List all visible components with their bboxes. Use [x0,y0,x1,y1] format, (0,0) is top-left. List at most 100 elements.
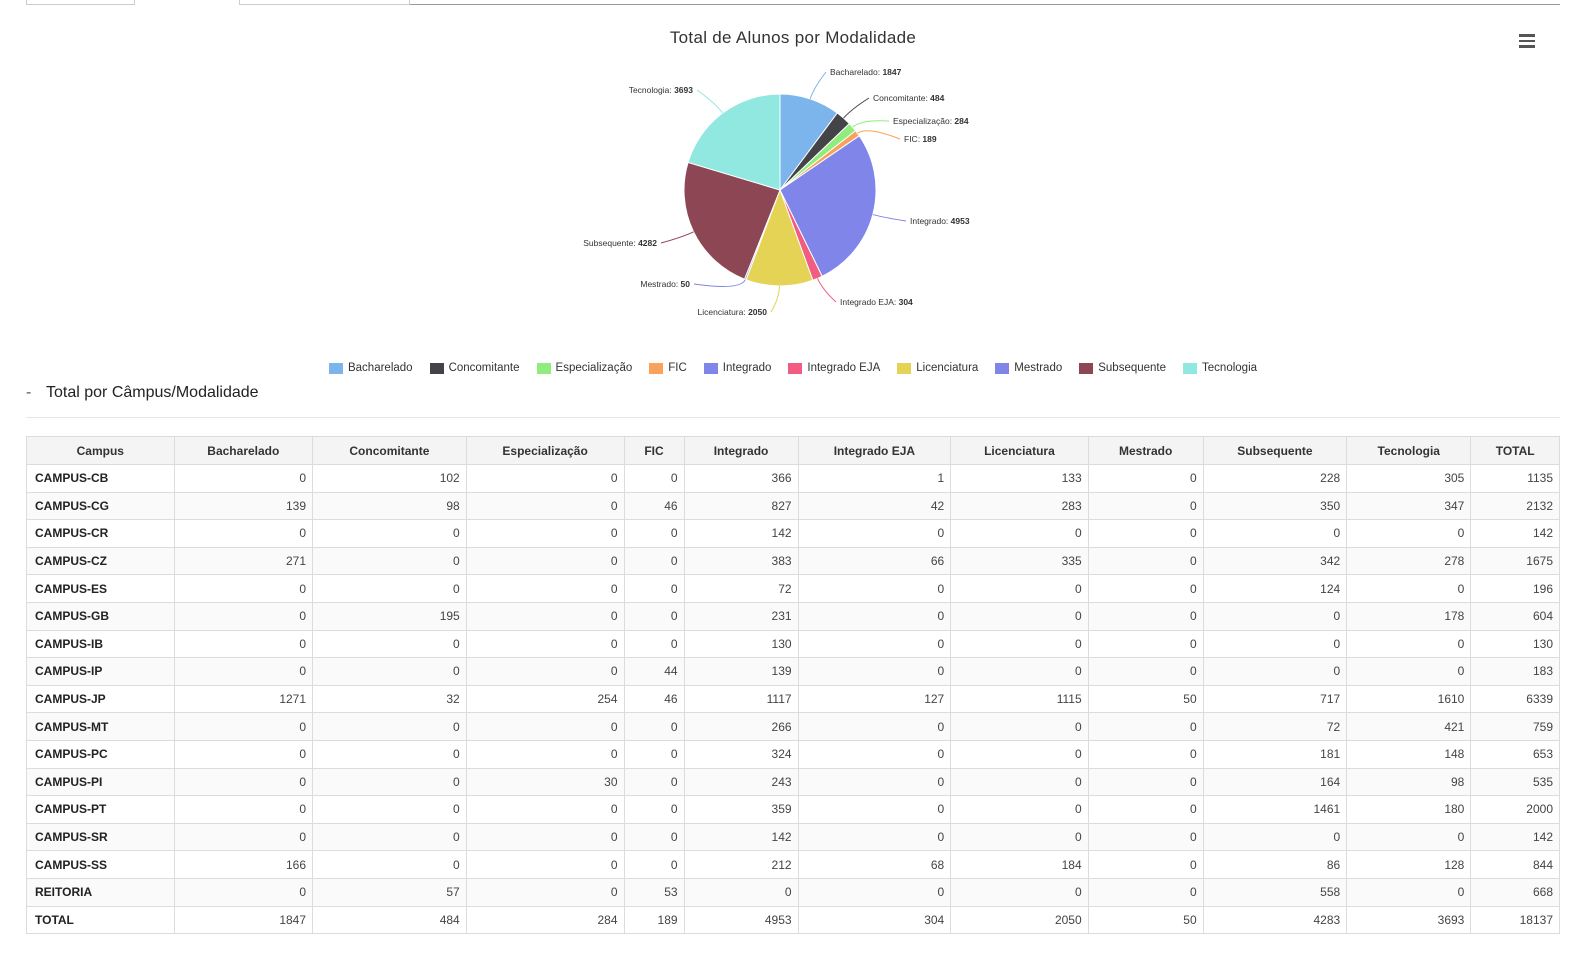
campus-cell: CAMPUS-SS [26,850,175,879]
column-header[interactable]: Campus [26,436,175,465]
column-header[interactable]: TOTAL [1470,436,1560,465]
data-label-connector [660,231,694,244]
value-cell: 342 [1202,546,1348,576]
value-cell: 0 [465,822,625,852]
legend-item[interactable]: Tecnologia [1183,362,1257,374]
legend-label: Mestrado [1014,362,1063,374]
value-cell: 366 [683,464,799,493]
value-cell: 139 [683,657,799,686]
column-header[interactable]: FIC [623,436,685,465]
legend-item[interactable]: Integrado [703,362,772,374]
collapse-toggle[interactable]: - [26,384,32,401]
value-cell: 0 [312,822,467,852]
value-cell: 0 [1202,822,1348,852]
value-cell: 44 [623,657,685,686]
legend-item[interactable]: FIC [649,362,687,374]
value-cell: 0 [623,739,685,769]
value-cell: 0 [1087,601,1204,631]
value-cell: 0 [797,795,952,824]
column-header[interactable]: Concomitante [312,436,467,465]
value-cell: 0 [465,491,625,521]
value-cell: 0 [465,739,625,769]
column-header[interactable]: Especialização [465,436,625,465]
legend-item[interactable]: Licenciatura [897,362,978,374]
legend-swatch [703,362,718,374]
value-cell: 0 [1087,657,1204,686]
value-cell: 0 [797,601,952,631]
value-cell: 0 [1202,519,1348,548]
pie-slice-integrado[interactable] [779,135,877,277]
value-cell: 196 [1470,574,1560,603]
value-cell: 53 [623,877,685,907]
hamburger-menu-icon[interactable] [1519,34,1537,48]
value-cell: 359 [683,795,799,824]
value-cell: 0 [173,795,314,824]
value-cell: 284 [465,905,625,935]
data-label: Tecnologia: 3693 [629,85,694,95]
value-cell: 130 [683,629,799,659]
value-cell: 0 [1087,822,1204,852]
tab-third[interactable] [239,0,410,5]
value-cell: 0 [1087,795,1204,824]
legend-label: Integrado [722,362,772,374]
value-cell: 50 [1087,684,1204,714]
tab-first[interactable] [26,0,135,5]
legend-item[interactable]: Bacharelado [328,362,413,374]
pie-slice-licenciatura[interactable] [745,188,814,287]
value-cell: 228 [1202,464,1348,493]
value-cell: 0 [312,795,467,824]
legend-item[interactable]: Especialização [536,362,633,374]
table-row: CAMPUS-CZ 271 0 0 0 383 66 335 0 342 278 1675 [26,546,1560,576]
legend-item[interactable]: Integrado EJA [788,362,880,374]
table-row: CAMPUS-MT 0 0 0 0 266 0 0 0 72 421 759 [26,712,1560,741]
legend-label: Subsequente [1098,362,1167,374]
legend-item[interactable]: Concomitante [429,362,520,374]
value-cell: 0 [797,712,952,741]
column-header[interactable]: Bacharelado [173,436,314,465]
legend-label: Tecnologia [1202,362,1258,374]
value-cell: 0 [465,574,625,603]
table-row: CAMPUS-IB 0 0 0 0 130 0 0 0 0 0 130 [26,629,1560,659]
campus-cell: CAMPUS-PI [26,767,175,797]
value-cell: 0 [1087,739,1204,769]
pie-chart-container: Bacharelado: 1847 Concomitante: 484 Especi… [26,14,1560,374]
legend-swatch [328,362,343,374]
value-cell: 195 [312,601,467,631]
value-cell: 1117 [683,684,799,714]
table-row: CAMPUS-CG 139 98 0 46 827 42 283 0 350 347 2132 [26,491,1560,521]
legend-label: Especialização [555,362,633,374]
column-header[interactable]: Licenciatura [950,436,1089,465]
value-cell: 0 [312,739,467,769]
campus-cell: CAMPUS-IP [26,657,175,686]
value-cell: 0 [1087,629,1204,659]
tab-divider-line [239,4,1560,5]
value-cell: 0 [173,574,314,603]
value-cell: 383 [683,546,799,576]
legend-swatch [995,362,1010,374]
value-cell: 0 [1087,574,1204,603]
value-cell: 0 [465,519,625,548]
column-header[interactable]: Tecnologia [1346,436,1472,465]
data-label-connector [696,89,724,114]
value-cell: 0 [950,739,1089,769]
data-label-connector [770,285,780,313]
column-header[interactable]: Integrado EJA [797,436,952,465]
legend-item[interactable]: Subsequente [1079,362,1166,374]
value-cell: 0 [950,519,1089,548]
column-header[interactable]: Mestrado [1087,436,1204,465]
value-cell: 0 [1202,657,1348,686]
value-cell: 184 [950,850,1089,879]
column-header[interactable]: Integrado [683,436,799,465]
column-header[interactable]: Subsequente [1202,436,1348,465]
legend-item[interactable]: Mestrado [995,362,1062,374]
table-row: CAMPUS-CR 0 0 0 0 142 0 0 0 0 0 142 [26,519,1560,548]
campus-cell: CAMPUS-PC [26,739,175,769]
value-cell: 0 [797,739,952,769]
tab-strip [0,0,1588,6]
table-row: CAMPUS-GB 0 195 0 0 231 0 0 0 0 178 604 [26,601,1560,631]
campus-modality-table: Campus Bacharelado Concomitante Especializa… [26,436,1560,935]
value-cell: 335 [950,546,1089,576]
legend-swatch [1079,362,1094,374]
value-cell: 0 [173,712,314,741]
value-cell: 0 [173,629,314,659]
